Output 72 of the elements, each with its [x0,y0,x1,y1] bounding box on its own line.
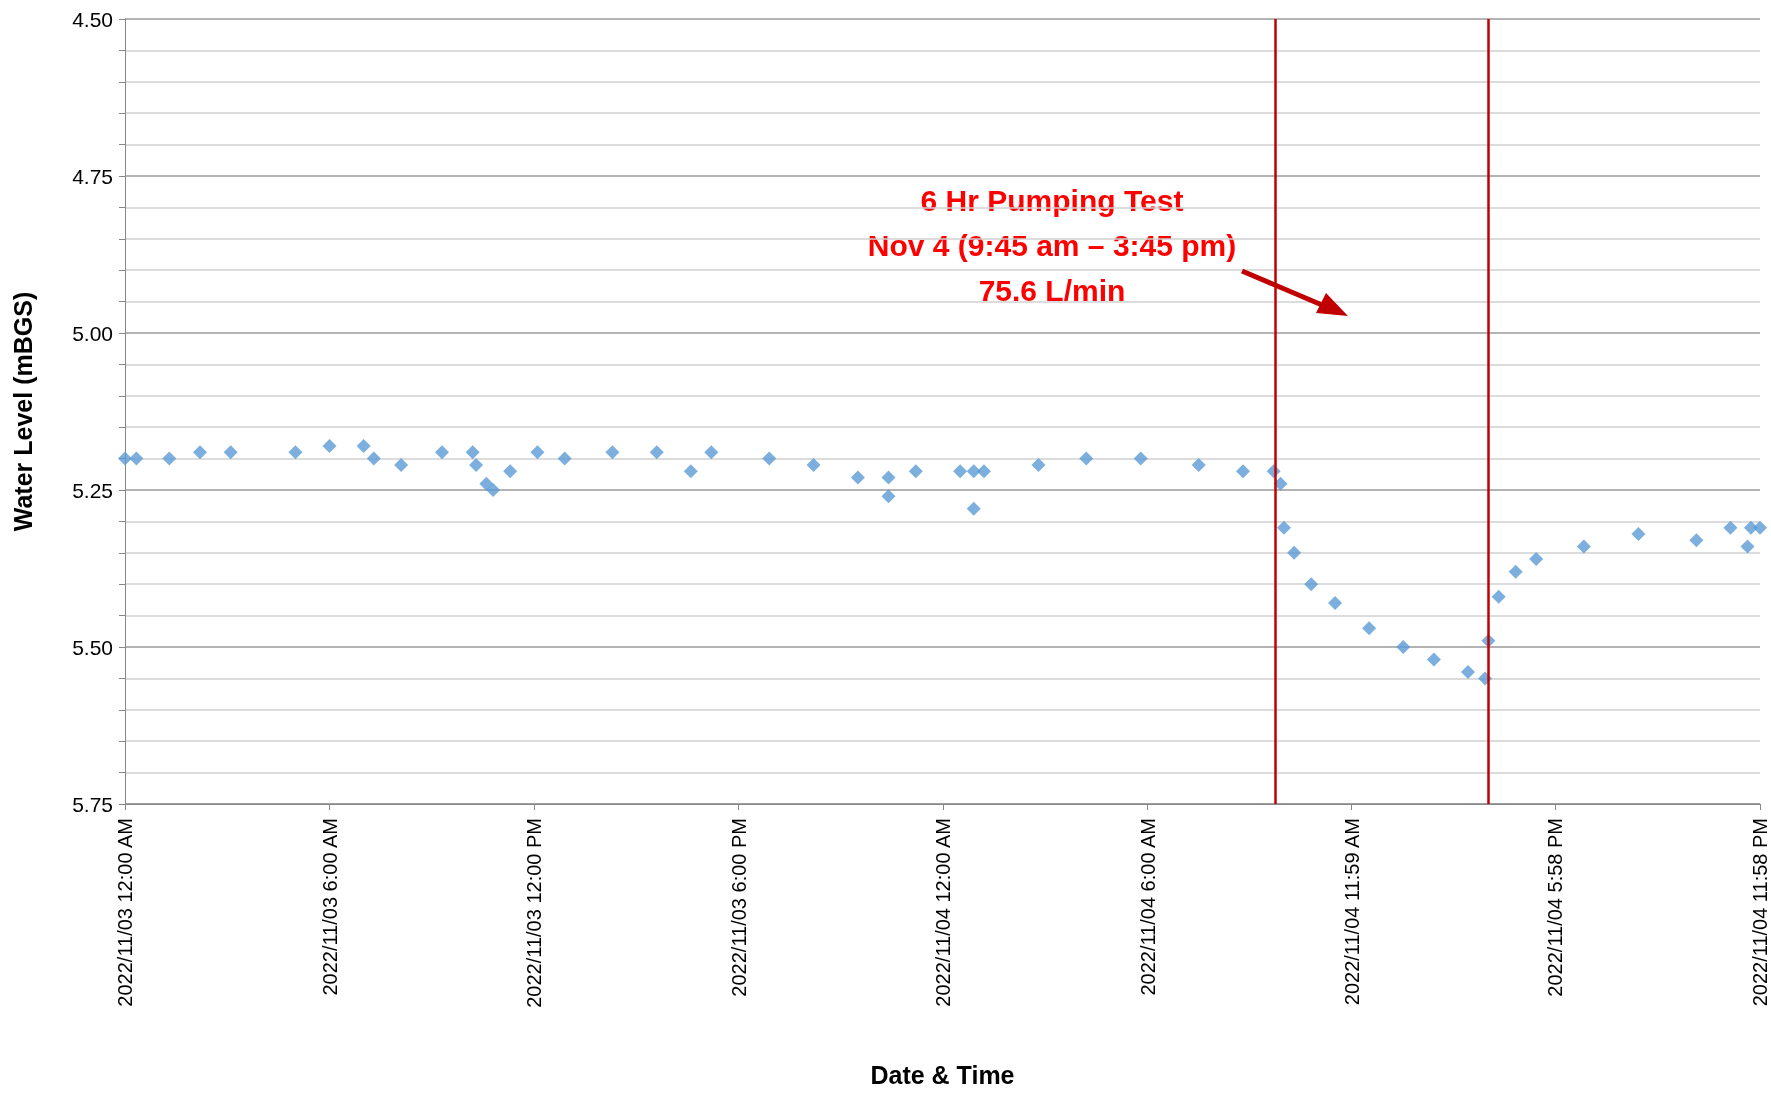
point [162,451,177,466]
point [129,451,144,466]
point [1508,564,1523,579]
point [1689,533,1704,548]
point [908,464,923,479]
x-tick-label: 2022/11/04 5:58 PM [1544,818,1567,997]
x-tick-label: 2022/11/04 6:00 AM [1136,818,1159,996]
point [1362,621,1377,636]
x-tick-label: 2022/11/04 11:58 PM [1749,818,1771,1007]
point [762,451,777,466]
point [1576,539,1591,554]
point [435,445,449,460]
y-tick-label: 5.00 [72,321,113,345]
point [1723,520,1738,535]
x-tick-label: 2022/11/04 11:59 AM [1340,818,1363,1006]
y-tick-label: 4.50 [72,7,113,31]
point [605,445,620,460]
point [465,445,480,460]
point [1133,451,1148,466]
point [1461,665,1475,680]
point [704,445,719,460]
point [881,489,896,504]
point [1304,577,1319,592]
point [530,445,545,460]
point [1276,520,1291,535]
x-tick-label: 2022/11/03 6:00 AM [318,818,341,996]
point [966,464,981,479]
x-tick-label: 2022/11/04 12:00 AM [932,818,955,1007]
point [1191,457,1206,472]
point [1740,539,1755,554]
x-tick-label: 2022/11/03 6:00 PM [727,818,750,997]
point [806,457,821,472]
y-tick-label: 5.25 [72,478,113,502]
point [1529,552,1544,567]
point [953,464,968,479]
point [1079,451,1094,466]
point [976,464,991,479]
point [683,464,698,479]
point [192,445,207,460]
point [850,470,865,485]
point [469,457,484,472]
y-tick-label: 4.75 [72,164,113,188]
point [356,439,371,454]
point [1426,652,1441,667]
point [557,451,572,466]
y-tick-label: 5.75 [72,792,113,816]
point [223,445,238,460]
point [503,464,518,479]
y-tick-label: 5.50 [72,635,113,659]
point [649,445,664,460]
point [1031,457,1046,472]
point [479,476,494,491]
point [288,445,303,460]
point [1287,545,1302,560]
x-tick-label: 2022/11/03 12:00 PM [523,818,546,1008]
x-axis-title: Date & Time [870,1060,1015,1089]
point [966,501,981,516]
point [1753,520,1767,535]
point [366,451,381,466]
point [1236,464,1251,479]
point [1491,589,1506,604]
point [1328,596,1343,611]
point [881,470,896,485]
point [394,457,409,472]
point [486,483,501,497]
x-tick-label: 2022/11/03 12:00 AM [114,818,136,1007]
annotation: 6 Hr Pumping Test Nov 4 (9:45 am – 3:45 pm) 75.6 L/min [867,184,1237,307]
point [118,451,132,466]
point [1396,640,1411,654]
point [322,439,337,454]
y-axis-title: Water Level (mBGS) [8,291,37,532]
point [1631,526,1646,541]
